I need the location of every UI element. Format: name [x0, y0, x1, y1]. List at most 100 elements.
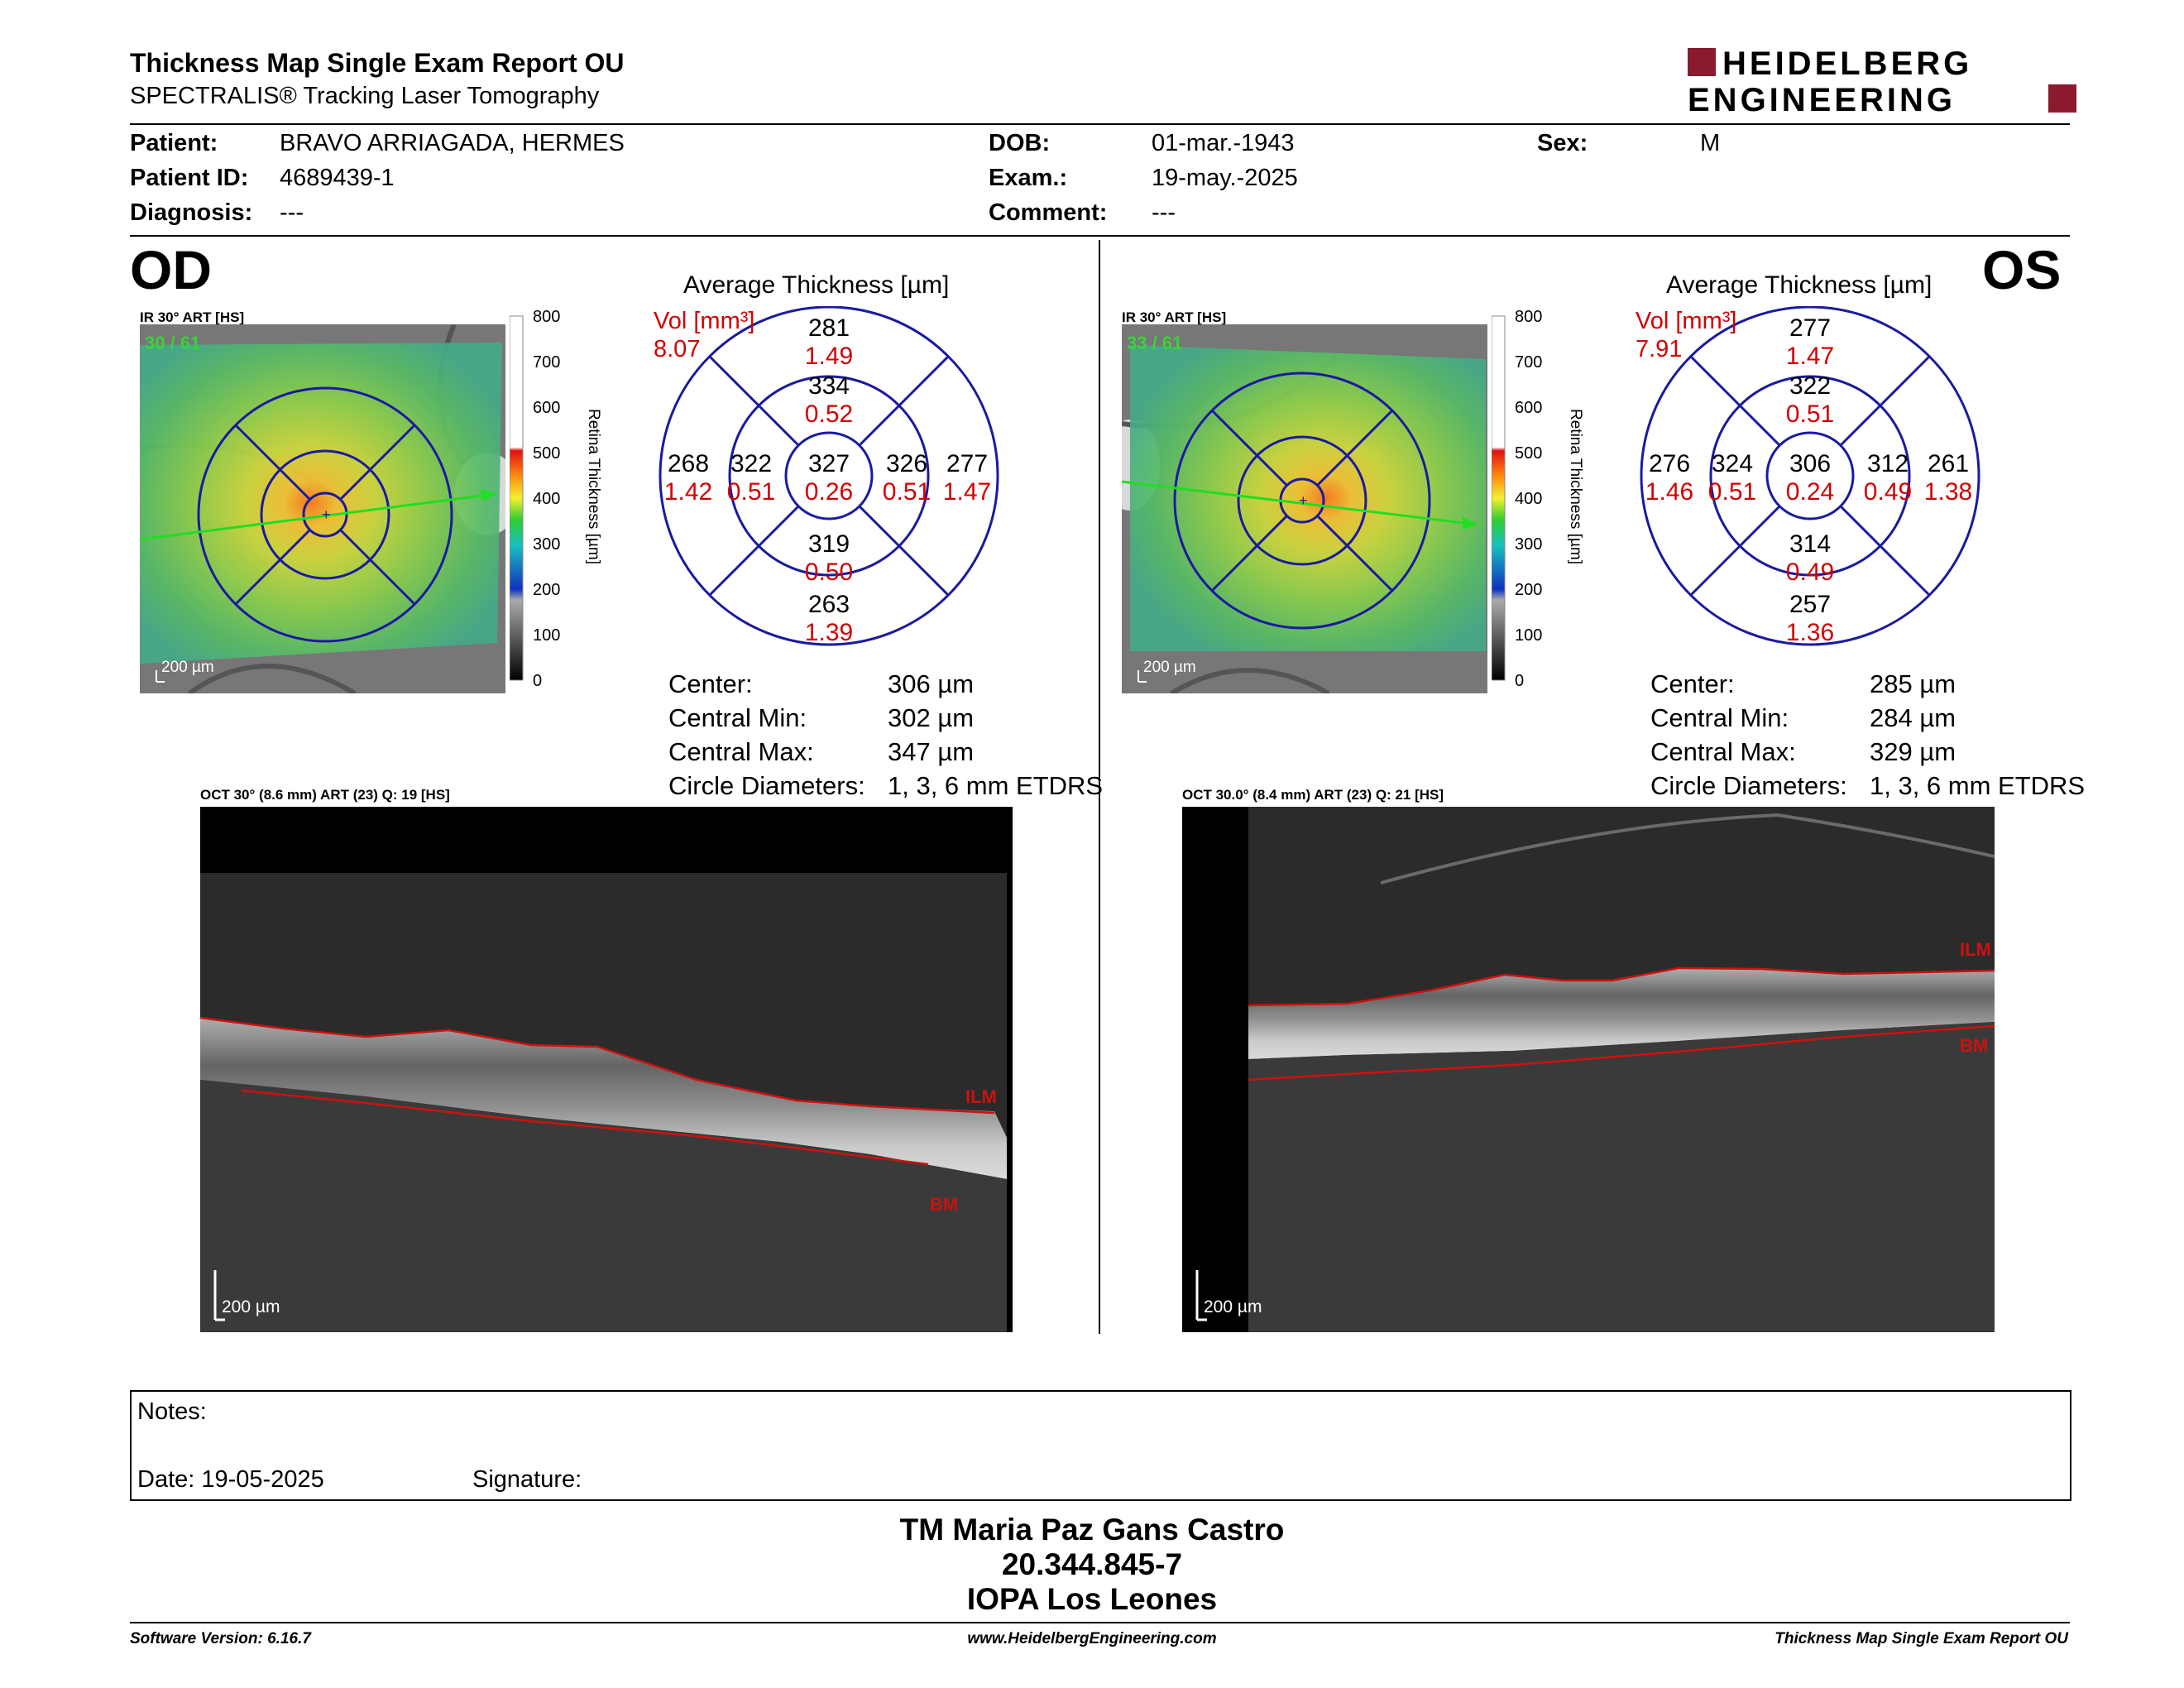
- svg-text:0.49: 0.49: [1864, 478, 1912, 506]
- svg-text:0.26: 0.26: [805, 478, 853, 506]
- od-ir-label: IR 30° ART [HS]: [140, 309, 245, 325]
- svg-text:276: 276: [1649, 450, 1690, 477]
- sex-value: M: [1700, 130, 1721, 156]
- od-eye-label: OD: [130, 239, 212, 300]
- os-diam-label: Circle Diameters:: [1650, 771, 1847, 800]
- notes-box[interactable]: Notes: Date: 19-05-2025 Signature:: [130, 1390, 2071, 1501]
- exam-value: 19-may.-2025: [1152, 165, 1298, 191]
- os-diam-value: 1, 3, 6 mm ETDRS: [1870, 771, 2086, 800]
- svg-text:261: 261: [1928, 450, 1969, 477]
- od-vol-value: 8.07: [654, 336, 701, 362]
- diagnosis-label: Diagnosis:: [130, 199, 253, 226]
- svg-text:0.51: 0.51: [727, 478, 775, 506]
- od-etdrs-grid: 281 1.49 334 0.52 327 0.26 319 0.50 263 …: [659, 306, 999, 646]
- svg-text:+: +: [1299, 492, 1308, 509]
- dob-value: 01-mar.-1943: [1152, 130, 1295, 156]
- svg-text:600: 600: [1515, 399, 1542, 417]
- svg-text:600: 600: [533, 399, 560, 417]
- svg-text:300: 300: [533, 535, 560, 554]
- svg-text:277: 277: [946, 450, 988, 477]
- svg-text:277: 277: [1789, 314, 1831, 342]
- svg-text:30 / 61: 30 / 61: [145, 333, 200, 353]
- svg-text:312: 312: [1867, 450, 1909, 477]
- od-max-label: Central Max:: [668, 737, 814, 766]
- svg-text:ILM: ILM: [1960, 939, 1991, 960]
- footer-id: 20.344.845-7: [1001, 1547, 1183, 1581]
- os-colorbar: 800 700 600 500 400 300 200 100 0 Retina…: [1492, 309, 1584, 690]
- svg-text:500: 500: [533, 444, 560, 463]
- svg-text:BM: BM: [930, 1194, 958, 1215]
- svg-text:+: +: [322, 506, 331, 523]
- signature-label: Signature:: [472, 1466, 582, 1493]
- svg-text:319: 319: [808, 530, 850, 558]
- od-avg-title: Average Thickness [µm]: [683, 271, 950, 299]
- svg-text:1.39: 1.39: [805, 619, 853, 646]
- svg-text:306: 306: [1789, 450, 1831, 477]
- od-oct-label: OCT 30° (8.6 mm) ART (23) Q: 19 [HS]: [200, 787, 450, 803]
- svg-text:0.51: 0.51: [1786, 400, 1834, 428]
- svg-text:0.51: 0.51: [1708, 478, 1756, 506]
- svg-text:0.51: 0.51: [883, 478, 931, 506]
- os-avg-title: Average Thickness [µm]: [1666, 271, 1933, 299]
- exam-label: Exam.:: [989, 165, 1068, 191]
- svg-text:800: 800: [1515, 309, 1542, 326]
- os-min-value: 284 µm: [1870, 703, 1956, 732]
- os-vol-label: Vol [mm³]: [1636, 308, 1737, 334]
- svg-text:334: 334: [808, 372, 850, 400]
- svg-text:500: 500: [1515, 444, 1542, 463]
- svg-text:400: 400: [1515, 490, 1542, 508]
- os-etdrs-grid: 277 1.47 322 0.51 306 0.24 314 0.49 257 …: [1640, 306, 1980, 646]
- website-link[interactable]: www.HeidelbergEngineering.com: [967, 1630, 1217, 1647]
- heidelberg-logo: HEIDELBERG ENGINEERING: [1688, 46, 2076, 116]
- sex-label: Sex:: [1537, 130, 1588, 156]
- svg-text:1.47: 1.47: [1786, 343, 1834, 370]
- date-label: Date: 19-05-2025: [137, 1466, 324, 1493]
- svg-text:Retina Thickness [µm]: Retina Thickness [µm]: [585, 409, 602, 564]
- svg-text:0.52: 0.52: [805, 400, 853, 428]
- comment-label: Comment:: [989, 199, 1108, 226]
- os-center-value: 285 µm: [1870, 669, 1956, 698]
- svg-text:Retina Thickness [µm]: Retina Thickness [µm]: [1567, 409, 1584, 564]
- os-max-label: Central Max:: [1650, 737, 1796, 766]
- od-min-label: Central Min:: [668, 703, 807, 732]
- svg-text:200 µm: 200 µm: [222, 1297, 280, 1316]
- diagnosis-value: ---: [280, 199, 304, 226]
- svg-text:ENGINEERING: ENGINEERING: [1688, 82, 1956, 116]
- svg-text:0: 0: [533, 672, 542, 690]
- patient-id-value: 4689439-1: [280, 165, 395, 191]
- os-thickness-map: 33 / 61 + 200 µm: [1122, 324, 1487, 693]
- svg-text:324: 324: [1712, 450, 1753, 477]
- svg-text:0.24: 0.24: [1786, 478, 1834, 506]
- od-thickness-map: 30 / 61 + 200 µm: [140, 324, 505, 693]
- patient-label: Patient:: [130, 130, 218, 156]
- notes-label: Notes:: [137, 1398, 207, 1425]
- svg-text:1.46: 1.46: [1645, 478, 1693, 506]
- svg-text:200 µm: 200 µm: [1204, 1297, 1262, 1316]
- svg-text:200: 200: [533, 581, 560, 599]
- dob-label: DOB:: [989, 130, 1051, 156]
- svg-text:257: 257: [1789, 591, 1831, 618]
- svg-text:33 / 61: 33 / 61: [1127, 333, 1182, 353]
- os-min-label: Central Min:: [1650, 703, 1789, 732]
- svg-text:263: 263: [808, 591, 850, 618]
- report-subtitle: SPECTRALIS® Tracking Laser Tomography: [130, 83, 600, 109]
- comment-value: ---: [1152, 199, 1176, 226]
- svg-text:700: 700: [533, 353, 560, 372]
- os-ir-label: IR 30° ART [HS]: [1122, 309, 1227, 325]
- od-oct-scan: ILM BM 200 µm: [200, 807, 1013, 1332]
- svg-text:300: 300: [1515, 535, 1542, 554]
- os-vol-value: 7.91: [1636, 336, 1683, 362]
- os-oct-label: OCT 30.0° (8.4 mm) ART (23) Q: 21 [HS]: [1182, 787, 1444, 803]
- svg-text:1.49: 1.49: [805, 343, 853, 370]
- eye-divider: [1099, 240, 1100, 1334]
- os-max-value: 329 µm: [1870, 737, 1956, 766]
- svg-text:1.42: 1.42: [664, 478, 712, 506]
- svg-text:400: 400: [533, 490, 560, 508]
- svg-text:0: 0: [1515, 672, 1524, 690]
- patient-id-label: Patient ID:: [130, 165, 249, 191]
- svg-text:800: 800: [533, 309, 560, 326]
- od-colorbar: 800 700 600 500 400 300 200 100 0 Retina…: [510, 309, 602, 690]
- svg-text:1.38: 1.38: [1924, 478, 1972, 506]
- svg-text:ILM: ILM: [965, 1086, 997, 1107]
- od-diam-value: 1, 3, 6 mm ETDRS: [888, 771, 1104, 800]
